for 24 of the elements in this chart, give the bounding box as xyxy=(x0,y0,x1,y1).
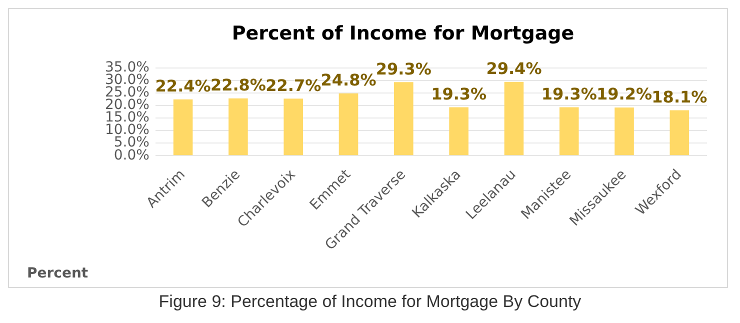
bar xyxy=(559,107,579,156)
y-tick-label: 0.0% xyxy=(114,147,150,164)
data-label: 22.4% xyxy=(155,76,211,96)
bar xyxy=(614,107,634,156)
data-label: 22.7% xyxy=(266,76,322,95)
data-label: 19.3% xyxy=(541,84,597,104)
data-label: 24.8% xyxy=(320,70,376,90)
data-label: 19.3% xyxy=(431,84,487,104)
chart-title: Percent of Income for Mortgage xyxy=(232,22,574,44)
caption: Figure 9: Percentage of Income for Mortgage By County xyxy=(158,292,582,312)
data-label: 19.2% xyxy=(596,84,652,104)
data-label: 18.1% xyxy=(652,87,708,106)
bar xyxy=(670,110,690,156)
bar xyxy=(394,82,414,156)
data-label: 29.4% xyxy=(486,59,542,78)
bar xyxy=(228,98,248,156)
text: Percent xyxy=(27,266,88,282)
data-label: 22.8% xyxy=(210,76,266,95)
data-label: 29.3% xyxy=(376,59,432,78)
bar xyxy=(338,93,358,156)
bar xyxy=(504,82,524,156)
bar xyxy=(449,107,468,156)
bar xyxy=(173,99,193,156)
bar xyxy=(284,98,304,156)
